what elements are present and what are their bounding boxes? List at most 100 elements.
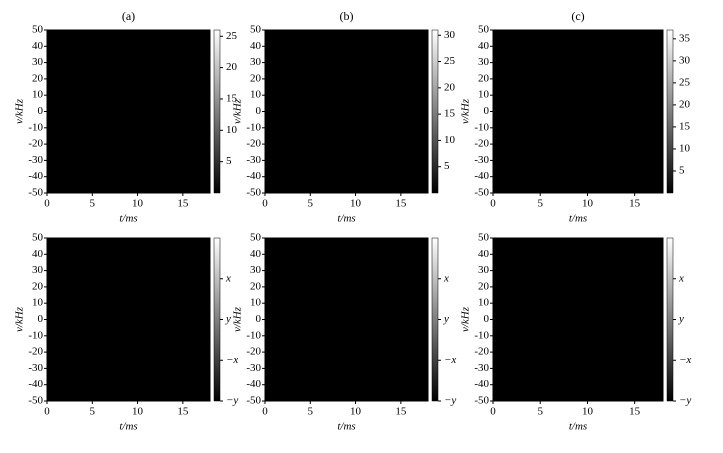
colorbar-tick-label: 15 bbox=[444, 108, 456, 120]
y-tick-label: 40 bbox=[32, 248, 44, 260]
colorbar-tick-label: −x bbox=[444, 354, 456, 366]
y-tick-label: -20 bbox=[28, 346, 43, 358]
plot-background bbox=[265, 30, 428, 193]
panel-title: (a) bbox=[122, 9, 135, 23]
colorbar-tick-label: −y bbox=[679, 395, 691, 407]
y-tick-label: 50 bbox=[32, 24, 44, 36]
x-tick-label: 10 bbox=[350, 198, 362, 210]
y-axis-label: ν/kHz bbox=[14, 306, 26, 332]
colorbar-tick-label: −x bbox=[226, 354, 238, 366]
panel-title: (b) bbox=[340, 9, 354, 23]
colorbar-tick-label: 10 bbox=[679, 142, 691, 154]
colorbar-tick-label: 15 bbox=[226, 92, 238, 104]
colorbar-tick-label: 10 bbox=[226, 124, 238, 136]
colorbar-tick-label: −x bbox=[679, 354, 691, 366]
x-axis-label: t/ms bbox=[119, 421, 137, 433]
y-axis-label: ν/kHz bbox=[14, 98, 26, 124]
x-tick-label: 0 bbox=[490, 406, 496, 418]
colorbar bbox=[213, 29, 221, 194]
y-tick-label: -40 bbox=[474, 170, 489, 182]
y-tick-label: 30 bbox=[478, 264, 490, 276]
y-tick-label: -30 bbox=[246, 154, 261, 166]
colorbar-tick-label: 5 bbox=[226, 155, 232, 167]
y-tick-label: -10 bbox=[246, 329, 261, 341]
y-tick-label: 0 bbox=[256, 105, 262, 117]
x-tick-label: 10 bbox=[132, 198, 144, 210]
x-tick-label: 15 bbox=[177, 198, 189, 210]
x-tick-label: 5 bbox=[537, 198, 543, 210]
y-tick-label: 40 bbox=[478, 248, 490, 260]
x-tick-label: 15 bbox=[395, 406, 407, 418]
x-tick-label: 0 bbox=[262, 406, 268, 418]
y-tick-label: 50 bbox=[250, 232, 262, 244]
y-tick-label: 30 bbox=[250, 56, 262, 68]
colorbar-tick-label: 20 bbox=[226, 61, 238, 73]
y-tick-label: -50 bbox=[246, 395, 261, 407]
y-tick-label: 10 bbox=[250, 89, 262, 101]
plot-background bbox=[47, 238, 210, 401]
colorbar bbox=[213, 237, 221, 402]
colorbar-tick-label: y bbox=[225, 313, 231, 325]
y-tick-label: 20 bbox=[32, 72, 44, 84]
y-tick-label: -20 bbox=[474, 138, 489, 150]
y-tick-label: 50 bbox=[478, 24, 490, 36]
colorbar bbox=[666, 237, 674, 402]
y-tick-label: 0 bbox=[484, 105, 490, 117]
x-tick-label: 10 bbox=[350, 406, 362, 418]
x-tick-label: 5 bbox=[537, 406, 543, 418]
colorbar-tick-label: 25 bbox=[679, 76, 691, 88]
colorbar-tick-label: 35 bbox=[679, 32, 691, 44]
colorbar bbox=[666, 29, 674, 194]
y-tick-label: 40 bbox=[250, 248, 262, 260]
x-tick-label: 5 bbox=[90, 406, 96, 418]
x-tick-label: 15 bbox=[177, 406, 189, 418]
colorbar-tick-label: x bbox=[443, 272, 449, 284]
y-tick-label: -40 bbox=[246, 170, 261, 182]
colorbar-tick-label: 5 bbox=[444, 160, 450, 172]
y-tick-label: -40 bbox=[28, 378, 43, 390]
x-axis-label: t/ms bbox=[569, 421, 587, 433]
y-tick-label: -20 bbox=[28, 138, 43, 150]
y-tick-label: 0 bbox=[256, 313, 262, 325]
colorbar-tick-label: y bbox=[443, 313, 449, 325]
y-tick-label: 30 bbox=[32, 56, 44, 68]
x-axis-label: t/ms bbox=[337, 213, 355, 225]
colorbar-tick-label: −y bbox=[444, 395, 456, 407]
plot-background bbox=[47, 30, 210, 193]
x-tick-label: 10 bbox=[582, 406, 594, 418]
x-tick-label: 0 bbox=[44, 198, 50, 210]
y-axis-label: ν/kHz bbox=[460, 98, 472, 124]
y-tick-label: 20 bbox=[250, 72, 262, 84]
colorbar-tick-label: −y bbox=[226, 395, 238, 407]
x-tick-label: 15 bbox=[629, 406, 641, 418]
colorbar-tick-label: x bbox=[678, 272, 684, 284]
y-tick-label: 30 bbox=[250, 264, 262, 276]
colorbar-tick-label: x bbox=[225, 272, 231, 284]
y-tick-label: 0 bbox=[38, 105, 44, 117]
y-tick-label: -10 bbox=[474, 121, 489, 133]
x-tick-label: 10 bbox=[582, 198, 594, 210]
y-tick-label: -20 bbox=[246, 346, 261, 358]
y-tick-label: -20 bbox=[246, 138, 261, 150]
y-tick-label: -40 bbox=[28, 170, 43, 182]
colorbar-tick-label: 20 bbox=[679, 98, 691, 110]
colorbar-tick-label: 30 bbox=[444, 29, 456, 41]
y-tick-label: -30 bbox=[474, 154, 489, 166]
y-tick-label: 10 bbox=[478, 297, 490, 309]
y-tick-label: -30 bbox=[474, 362, 489, 374]
y-tick-label: 0 bbox=[484, 313, 490, 325]
y-tick-label: 20 bbox=[32, 280, 44, 292]
y-tick-label: -50 bbox=[474, 395, 489, 407]
y-tick-label: 0 bbox=[38, 313, 44, 325]
y-tick-label: 10 bbox=[250, 297, 262, 309]
y-tick-label: 50 bbox=[478, 232, 490, 244]
x-tick-label: 15 bbox=[629, 198, 641, 210]
x-axis-label: t/ms bbox=[337, 421, 355, 433]
y-axis-label: ν/kHz bbox=[232, 306, 244, 332]
x-tick-label: 5 bbox=[308, 406, 314, 418]
colorbar-tick-label: 15 bbox=[679, 120, 691, 132]
colorbar-tick-label: 10 bbox=[444, 134, 456, 146]
y-tick-label: -30 bbox=[246, 362, 261, 374]
y-tick-label: 20 bbox=[478, 280, 490, 292]
y-tick-label: 10 bbox=[32, 89, 44, 101]
